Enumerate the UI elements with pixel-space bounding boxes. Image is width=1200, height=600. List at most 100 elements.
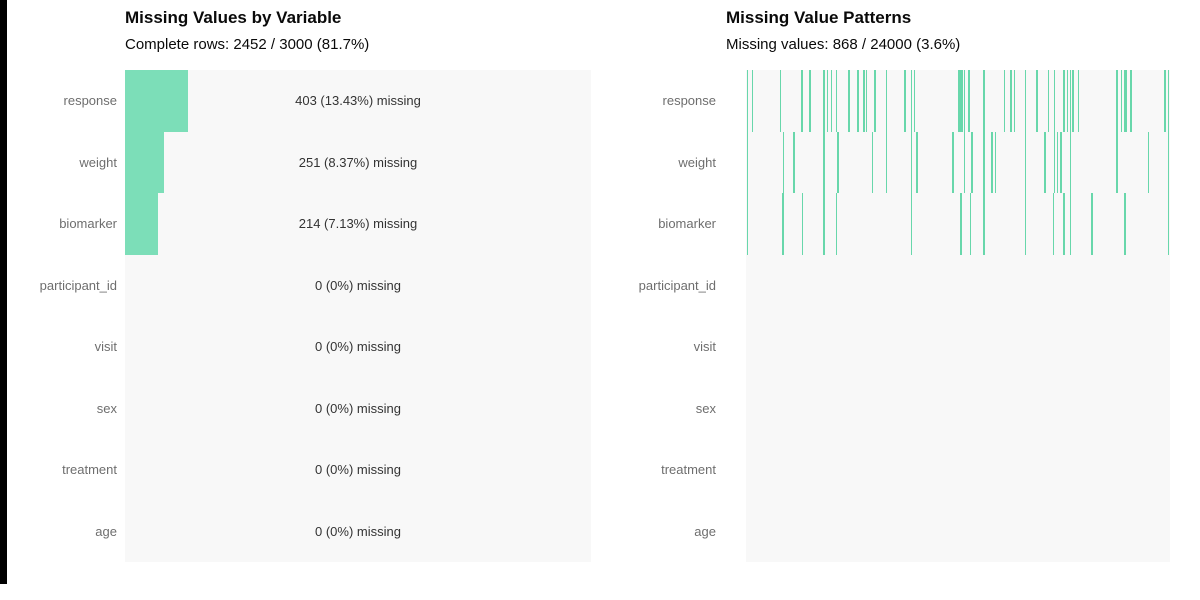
missing-tick [809,70,811,132]
row-label-response: response [63,93,117,109]
row-label-sex: sex [96,400,117,416]
missing-count-label-sex: 0 (0%) missing [315,400,401,416]
row-label-treatment: treatment [661,462,716,478]
missing-tick [1077,70,1080,132]
missing-tick [994,131,997,193]
missing-tick [1069,70,1072,132]
missing-tick [960,70,962,132]
missing-tick [746,193,749,255]
row-label-participant_id: participant_id [39,277,117,293]
missing-tick [830,70,833,132]
missing-tick [779,70,782,132]
missing-tick [904,70,906,132]
missing-tick [983,193,985,255]
missing-tick [871,131,874,193]
missing-tick [1024,131,1027,193]
missing-count-label-participant_id: 0 (0%) missing [315,277,401,293]
missing-bar-biomarker [125,193,159,255]
missing-tick [913,70,916,132]
missing-tick [848,70,850,132]
row-label-response: response [662,93,716,109]
row-label-visit: visit [693,339,716,355]
row-label-treatment: treatment [62,462,117,478]
missing-count-label-response: 403 (13.43%) missing [295,93,421,109]
missing-tick [1024,70,1027,132]
row-label-biomarker: biomarker [658,216,716,232]
missing-tick [961,70,964,132]
missing-tick [823,131,825,193]
right-chart-subtitle: Missing values: 868 / 24000 (3.6%) [726,36,961,53]
missing-tick [1052,193,1055,255]
missing-tick [1069,131,1072,193]
missing-tick [835,193,838,255]
missing-tick [1066,70,1069,132]
row-label-visit: visit [94,339,117,355]
missing-tick [1116,70,1118,132]
pattern-plot-area [746,70,1170,562]
missing-tick [1164,70,1166,132]
missing-tick [1063,70,1065,132]
missing-tick [1167,131,1170,193]
missing-tick [1130,70,1132,132]
missing-tick [874,70,876,132]
bar-plot-area: 403 (13.43%) missing 251 (8.37%) missing 2… [125,70,591,562]
missing-tick [1013,70,1016,132]
missing-tick [1024,193,1027,255]
missing-tick [910,70,913,132]
missing-count-label-treatment: 0 (0%) missing [315,462,401,478]
missing-tick [1044,131,1046,193]
missing-tick [782,131,785,193]
missing-tick [801,70,803,132]
missing-tick [1053,70,1056,132]
missing-tick [971,131,973,193]
missing-count-label-biomarker: 214 (7.13%) missing [298,216,418,232]
missing-tick [865,70,868,132]
missing-tick [823,70,825,132]
missing-tick [1124,193,1126,255]
missing-tick [1120,70,1123,132]
missing-tick [916,131,918,193]
missing-tick [863,70,865,132]
missing-tick [1010,70,1012,132]
missing-tick [885,131,888,193]
missing-tick [969,193,972,255]
left-edge-bar [0,0,7,584]
missing-tick [1063,193,1065,255]
missing-tick [1167,193,1170,255]
missing-bar-response [125,70,188,132]
missing-tick [958,70,960,132]
missing-tick [1069,193,1072,255]
left-chart-subtitle: Complete rows: 2452 / 3000 (81.7%) [125,36,370,53]
row-label-weight: weight [79,154,117,170]
missing-tick [1003,70,1006,132]
missing-tick [991,131,993,193]
missing-tick [968,70,970,132]
missing-tick [835,70,838,132]
missing-tick [1060,131,1062,193]
missing-tick [983,70,985,132]
missing-tick [782,193,784,255]
missing-bar-weight [125,131,164,193]
missing-tick [751,70,754,132]
missing-tick [910,193,913,255]
missing-tick [801,193,804,255]
missing-tick [857,70,859,132]
missing-count-label-age: 0 (0%) missing [315,523,401,539]
missing-tick [910,131,913,193]
missing-tick [746,131,749,193]
missing-tick [1124,70,1126,132]
missing-tick [793,131,795,193]
missing-tick [1147,131,1150,193]
left-chart-title: Missing Values by Variable [125,8,342,27]
missing-count-label-visit: 0 (0%) missing [315,339,401,355]
missing-tick [1125,70,1128,132]
missing-tick [746,70,749,132]
row-label-participant_id: participant_id [638,277,716,293]
row-label-biomarker: biomarker [59,216,117,232]
row-label-sex: sex [695,400,716,416]
missing-tick [1091,193,1093,255]
missing-tick [1116,131,1118,193]
missing-tick [1072,70,1074,132]
missing-tick [983,131,985,193]
